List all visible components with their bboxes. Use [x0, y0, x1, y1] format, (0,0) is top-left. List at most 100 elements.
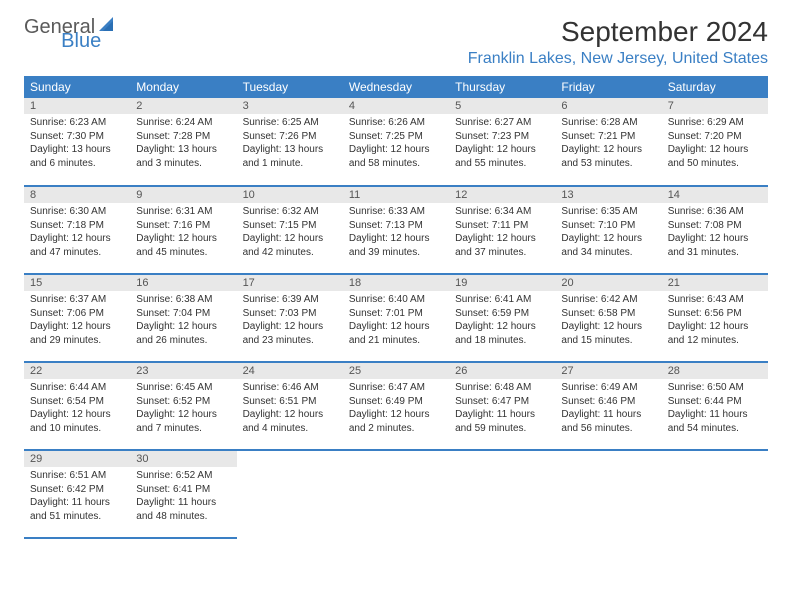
- day-number: 24: [237, 363, 343, 379]
- daylight-text: Daylight: 12 hours and 2 minutes.: [349, 408, 443, 435]
- sunset-text: Sunset: 7:16 PM: [136, 219, 230, 233]
- day-content: Sunrise: 6:47 AMSunset: 6:49 PMDaylight:…: [343, 379, 449, 437]
- day-cell: 3Sunrise: 6:25 AMSunset: 7:26 PMDaylight…: [237, 98, 343, 186]
- day-cell: 12Sunrise: 6:34 AMSunset: 7:11 PMDayligh…: [449, 186, 555, 274]
- day-cell: 23Sunrise: 6:45 AMSunset: 6:52 PMDayligh…: [130, 362, 236, 450]
- sunrise-text: Sunrise: 6:27 AM: [455, 116, 549, 130]
- day-content: Sunrise: 6:43 AMSunset: 6:56 PMDaylight:…: [662, 291, 768, 349]
- sunset-text: Sunset: 6:42 PM: [30, 483, 124, 497]
- day-number: 18: [343, 275, 449, 291]
- day-content: Sunrise: 6:52 AMSunset: 6:41 PMDaylight:…: [130, 467, 236, 525]
- daylight-text: Daylight: 12 hours and 29 minutes.: [30, 320, 124, 347]
- sunset-text: Sunset: 7:10 PM: [561, 219, 655, 233]
- sunrise-text: Sunrise: 6:24 AM: [136, 116, 230, 130]
- sunset-text: Sunset: 6:54 PM: [30, 395, 124, 409]
- day-content: Sunrise: 6:45 AMSunset: 6:52 PMDaylight:…: [130, 379, 236, 437]
- sunset-text: Sunset: 7:15 PM: [243, 219, 337, 233]
- day-cell: 11Sunrise: 6:33 AMSunset: 7:13 PMDayligh…: [343, 186, 449, 274]
- sunset-text: Sunset: 7:20 PM: [668, 130, 762, 144]
- day-number: 16: [130, 275, 236, 291]
- daylight-text: Daylight: 12 hours and 21 minutes.: [349, 320, 443, 347]
- daylight-text: Daylight: 12 hours and 34 minutes.: [561, 232, 655, 259]
- day-cell: 7Sunrise: 6:29 AMSunset: 7:20 PMDaylight…: [662, 98, 768, 186]
- day-cell: 25Sunrise: 6:47 AMSunset: 6:49 PMDayligh…: [343, 362, 449, 450]
- day-number: 3: [237, 98, 343, 114]
- day-content: Sunrise: 6:36 AMSunset: 7:08 PMDaylight:…: [662, 203, 768, 261]
- day-number: 27: [555, 363, 661, 379]
- sunrise-text: Sunrise: 6:47 AM: [349, 381, 443, 395]
- calendar-week-row: 1Sunrise: 6:23 AMSunset: 7:30 PMDaylight…: [24, 98, 768, 186]
- location-label: Franklin Lakes, New Jersey, United State…: [468, 50, 768, 68]
- sunrise-text: Sunrise: 6:43 AM: [668, 293, 762, 307]
- day-cell: [343, 450, 449, 538]
- day-content: Sunrise: 6:46 AMSunset: 6:51 PMDaylight:…: [237, 379, 343, 437]
- day-number: 13: [555, 187, 661, 203]
- day-number: 14: [662, 187, 768, 203]
- day-cell: 29Sunrise: 6:51 AMSunset: 6:42 PMDayligh…: [24, 450, 130, 538]
- daylight-text: Daylight: 12 hours and 37 minutes.: [455, 232, 549, 259]
- sunrise-text: Sunrise: 6:40 AM: [349, 293, 443, 307]
- day-number: 19: [449, 275, 555, 291]
- daylight-text: Daylight: 12 hours and 10 minutes.: [30, 408, 124, 435]
- sunset-text: Sunset: 7:18 PM: [30, 219, 124, 233]
- day-number: 8: [24, 187, 130, 203]
- day-number: 2: [130, 98, 236, 114]
- sunrise-text: Sunrise: 6:35 AM: [561, 205, 655, 219]
- daylight-text: Daylight: 12 hours and 26 minutes.: [136, 320, 230, 347]
- day-content: Sunrise: 6:39 AMSunset: 7:03 PMDaylight:…: [237, 291, 343, 349]
- day-content: Sunrise: 6:23 AMSunset: 7:30 PMDaylight:…: [24, 114, 130, 172]
- sunset-text: Sunset: 6:41 PM: [136, 483, 230, 497]
- day-number: 7: [662, 98, 768, 114]
- daylight-text: Daylight: 12 hours and 39 minutes.: [349, 232, 443, 259]
- day-content: Sunrise: 6:32 AMSunset: 7:15 PMDaylight:…: [237, 203, 343, 261]
- sunset-text: Sunset: 7:11 PM: [455, 219, 549, 233]
- logo-triangle-icon: [99, 17, 117, 38]
- sunset-text: Sunset: 7:28 PM: [136, 130, 230, 144]
- day-content: Sunrise: 6:26 AMSunset: 7:25 PMDaylight:…: [343, 114, 449, 172]
- day-number: 5: [449, 98, 555, 114]
- sunrise-text: Sunrise: 6:38 AM: [136, 293, 230, 307]
- calendar-table: SundayMondayTuesdayWednesdayThursdayFrid…: [24, 76, 768, 539]
- day-number: 11: [343, 187, 449, 203]
- day-cell: 26Sunrise: 6:48 AMSunset: 6:47 PMDayligh…: [449, 362, 555, 450]
- day-content: Sunrise: 6:31 AMSunset: 7:16 PMDaylight:…: [130, 203, 236, 261]
- sunrise-text: Sunrise: 6:28 AM: [561, 116, 655, 130]
- day-number: 21: [662, 275, 768, 291]
- day-content: Sunrise: 6:34 AMSunset: 7:11 PMDaylight:…: [449, 203, 555, 261]
- daylight-text: Daylight: 11 hours and 54 minutes.: [668, 408, 762, 435]
- daylight-text: Daylight: 12 hours and 4 minutes.: [243, 408, 337, 435]
- day-content: Sunrise: 6:27 AMSunset: 7:23 PMDaylight:…: [449, 114, 555, 172]
- day-cell: 4Sunrise: 6:26 AMSunset: 7:25 PMDaylight…: [343, 98, 449, 186]
- day-number: 1: [24, 98, 130, 114]
- day-cell: 1Sunrise: 6:23 AMSunset: 7:30 PMDaylight…: [24, 98, 130, 186]
- day-number: 30: [130, 451, 236, 467]
- sunset-text: Sunset: 6:44 PM: [668, 395, 762, 409]
- day-cell: 22Sunrise: 6:44 AMSunset: 6:54 PMDayligh…: [24, 362, 130, 450]
- sunset-text: Sunset: 6:56 PM: [668, 307, 762, 321]
- day-cell: 6Sunrise: 6:28 AMSunset: 7:21 PMDaylight…: [555, 98, 661, 186]
- day-cell: 2Sunrise: 6:24 AMSunset: 7:28 PMDaylight…: [130, 98, 236, 186]
- day-cell: 20Sunrise: 6:42 AMSunset: 6:58 PMDayligh…: [555, 274, 661, 362]
- sunrise-text: Sunrise: 6:39 AM: [243, 293, 337, 307]
- weekday-header: Sunday: [24, 76, 130, 98]
- sunrise-text: Sunrise: 6:48 AM: [455, 381, 549, 395]
- day-cell: 27Sunrise: 6:49 AMSunset: 6:46 PMDayligh…: [555, 362, 661, 450]
- day-cell: [237, 450, 343, 538]
- day-number: 26: [449, 363, 555, 379]
- day-number: 23: [130, 363, 236, 379]
- weekday-header: Saturday: [662, 76, 768, 98]
- day-content: Sunrise: 6:40 AMSunset: 7:01 PMDaylight:…: [343, 291, 449, 349]
- sunset-text: Sunset: 6:58 PM: [561, 307, 655, 321]
- day-content: Sunrise: 6:38 AMSunset: 7:04 PMDaylight:…: [130, 291, 236, 349]
- sunset-text: Sunset: 6:52 PM: [136, 395, 230, 409]
- daylight-text: Daylight: 11 hours and 48 minutes.: [136, 496, 230, 523]
- sunset-text: Sunset: 7:04 PM: [136, 307, 230, 321]
- day-content: Sunrise: 6:35 AMSunset: 7:10 PMDaylight:…: [555, 203, 661, 261]
- weekday-header-row: SundayMondayTuesdayWednesdayThursdayFrid…: [24, 76, 768, 98]
- daylight-text: Daylight: 12 hours and 58 minutes.: [349, 143, 443, 170]
- sunset-text: Sunset: 6:49 PM: [349, 395, 443, 409]
- sunset-text: Sunset: 6:51 PM: [243, 395, 337, 409]
- sunset-text: Sunset: 7:06 PM: [30, 307, 124, 321]
- sunset-text: Sunset: 7:21 PM: [561, 130, 655, 144]
- day-number: 4: [343, 98, 449, 114]
